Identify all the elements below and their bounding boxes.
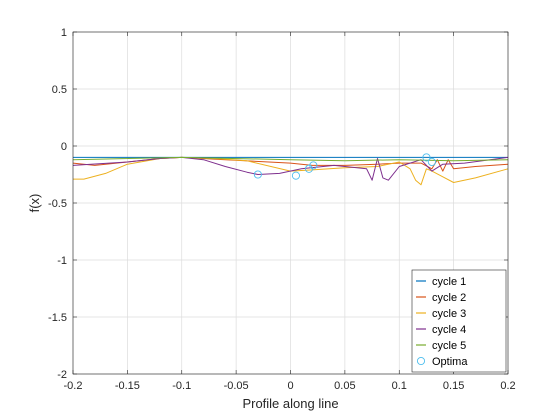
series-line-cycle-5 [72, 156, 509, 162]
legend-label: cycle 5 [432, 340, 466, 352]
optima-point [427, 157, 436, 167]
x-tick-label: 0 [287, 380, 293, 392]
optima-point [291, 171, 300, 180]
y-tick-label: -1.5 [48, 312, 67, 324]
series-line-cycle-3 [73, 156, 509, 186]
legend-label: cycle 2 [432, 292, 466, 304]
x-tick-label: -0.15 [115, 380, 140, 392]
legend-label: cycle 3 [432, 308, 466, 320]
series-line-cycle-4 [72, 156, 509, 181]
legend-swatch [416, 356, 426, 366]
optima-point [309, 161, 318, 170]
y-tick-label: 0 [61, 141, 67, 153]
y-axis-label: f(x) [27, 194, 42, 213]
legend-label: Optima [432, 356, 468, 368]
legend-label: cycle 1 [432, 276, 466, 288]
x-tick-label: 0.15 [443, 380, 464, 392]
y-tick-label: -2 [57, 369, 67, 381]
optima-markers [253, 153, 436, 180]
y-tick-label: -0.5 [48, 198, 67, 210]
grid [72, 31, 509, 375]
legend: cycle 1 cycle 2 cycle 3 cycle 4 cycle 5 Optim… [411, 269, 507, 373]
x-tick-label: 0.05 [334, 380, 355, 392]
y-tick-label: -1 [57, 255, 67, 267]
x-tick-label: -0.2 [64, 380, 83, 392]
optima-point [253, 170, 262, 179]
x-axis-ticks: -0.2 -0.15 -0.1 -0.05 0 0.05 0.1 0.15 0.2 [64, 32, 516, 392]
optima-point [422, 153, 431, 162]
x-tick-label: 0.1 [392, 380, 407, 392]
legend-label: cycle 4 [432, 324, 466, 336]
x-tick-label: -0.05 [224, 380, 249, 392]
y-axis-ticks: -2 -1.5 -1 -0.5 0 0.5 1 [48, 27, 508, 381]
x-tick-label: -0.1 [172, 380, 191, 392]
x-tick-label: 0.2 [500, 380, 515, 392]
series-lines [72, 156, 509, 186]
y-tick-label: 1 [61, 27, 67, 39]
x-axis-label: Profile along line [242, 396, 338, 411]
legend-box [411, 269, 507, 373]
y-tick-label: 0.5 [52, 84, 67, 96]
